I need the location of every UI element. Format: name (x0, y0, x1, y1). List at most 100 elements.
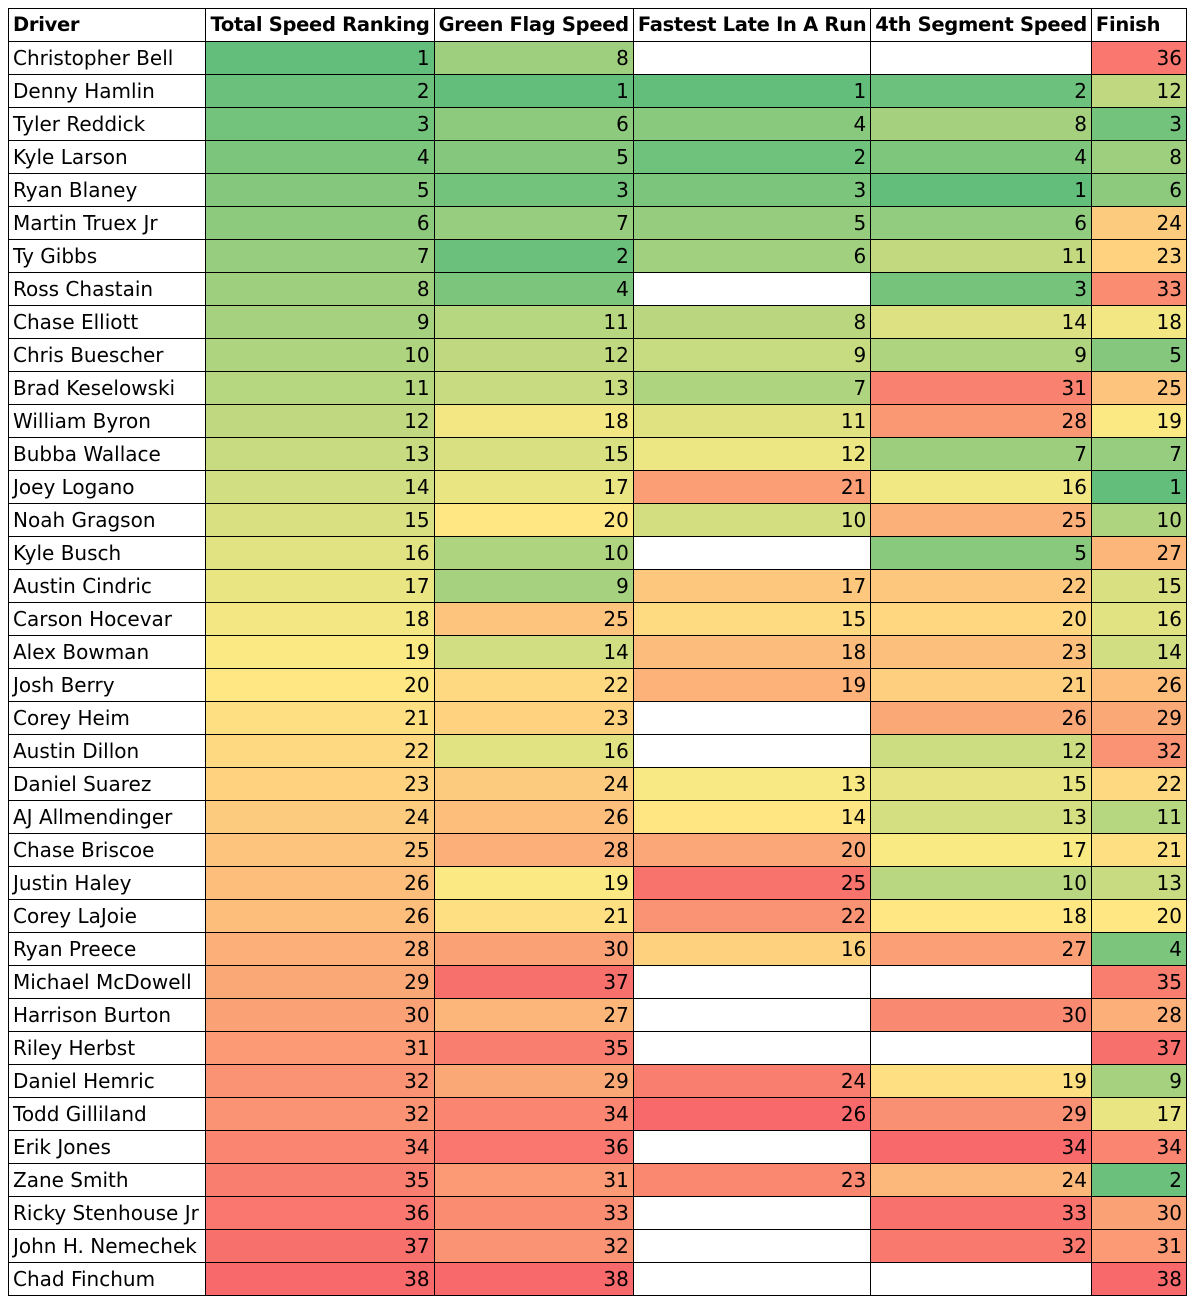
driver-name-cell[interactable]: Josh Berry (7, 668, 207, 702)
driver-name-cell[interactable]: Tyler Reddick (7, 107, 207, 141)
4th-segment-speed-cell[interactable]: 34 (870, 1130, 1092, 1164)
total-speed-ranking-cell[interactable]: 23 (205, 767, 435, 801)
driver-name-cell[interactable]: Martin Truex Jr (7, 206, 207, 240)
driver-name-cell[interactable]: Denny Hamlin (7, 74, 207, 108)
4th-segment-speed-cell[interactable]: 7 (870, 437, 1092, 471)
finish-cell[interactable]: 21 (1090, 833, 1187, 867)
4th-segment-speed-cell[interactable]: 25 (870, 503, 1092, 537)
finish-cell[interactable]: 34 (1090, 1130, 1187, 1164)
finish-cell[interactable]: 9 (1090, 1064, 1187, 1098)
total-speed-ranking-cell[interactable]: 35 (205, 1163, 435, 1197)
fastest-late-in-a-run-cell[interactable]: 7 (632, 371, 872, 405)
driver-name-cell[interactable]: Ryan Preece (7, 932, 207, 966)
4th-segment-speed-cell[interactable]: 6 (870, 206, 1092, 240)
total-speed-ranking-cell[interactable]: 19 (205, 635, 435, 669)
header-finish[interactable]: Finish (1090, 8, 1187, 42)
fastest-late-in-a-run-cell[interactable] (632, 272, 872, 306)
green-flag-speed-cell[interactable]: 32 (433, 1229, 634, 1263)
total-speed-ranking-cell[interactable]: 32 (205, 1097, 435, 1131)
green-flag-speed-cell[interactable]: 10 (433, 536, 634, 570)
driver-name-cell[interactable]: Justin Haley (7, 866, 207, 900)
4th-segment-speed-cell[interactable] (870, 1031, 1092, 1065)
green-flag-speed-cell[interactable]: 13 (433, 371, 634, 405)
total-speed-ranking-cell[interactable]: 8 (205, 272, 435, 306)
driver-name-cell[interactable]: John H. Nemechek (7, 1229, 207, 1263)
total-speed-ranking-cell[interactable]: 1 (205, 41, 435, 75)
fastest-late-in-a-run-cell[interactable]: 8 (632, 305, 872, 339)
fastest-late-in-a-run-cell[interactable]: 23 (632, 1163, 872, 1197)
finish-cell[interactable]: 2 (1090, 1163, 1187, 1197)
finish-cell[interactable]: 25 (1090, 371, 1187, 405)
finish-cell[interactable]: 17 (1090, 1097, 1187, 1131)
fastest-late-in-a-run-cell[interactable]: 20 (632, 833, 872, 867)
finish-cell[interactable]: 1 (1090, 470, 1187, 504)
green-flag-speed-cell[interactable]: 37 (433, 965, 634, 999)
total-speed-ranking-cell[interactable]: 32 (205, 1064, 435, 1098)
fastest-late-in-a-run-cell[interactable]: 5 (632, 206, 872, 240)
fastest-late-in-a-run-cell[interactable]: 26 (632, 1097, 872, 1131)
finish-cell[interactable]: 15 (1090, 569, 1187, 603)
green-flag-speed-cell[interactable]: 36 (433, 1130, 634, 1164)
finish-cell[interactable]: 36 (1090, 41, 1187, 75)
fastest-late-in-a-run-cell[interactable]: 24 (632, 1064, 872, 1098)
finish-cell[interactable]: 33 (1090, 272, 1187, 306)
finish-cell[interactable]: 38 (1090, 1262, 1187, 1296)
driver-name-cell[interactable]: Zane Smith (7, 1163, 207, 1197)
green-flag-speed-cell[interactable]: 11 (433, 305, 634, 339)
4th-segment-speed-cell[interactable]: 24 (870, 1163, 1092, 1197)
finish-cell[interactable]: 24 (1090, 206, 1187, 240)
finish-cell[interactable]: 26 (1090, 668, 1187, 702)
total-speed-ranking-cell[interactable]: 7 (205, 239, 435, 273)
4th-segment-speed-cell[interactable]: 30 (870, 998, 1092, 1032)
4th-segment-speed-cell[interactable]: 5 (870, 536, 1092, 570)
fastest-late-in-a-run-cell[interactable]: 14 (632, 800, 872, 834)
green-flag-speed-cell[interactable]: 7 (433, 206, 634, 240)
green-flag-speed-cell[interactable]: 5 (433, 140, 634, 174)
fastest-late-in-a-run-cell[interactable] (632, 701, 872, 735)
finish-cell[interactable]: 23 (1090, 239, 1187, 273)
finish-cell[interactable]: 5 (1090, 338, 1187, 372)
4th-segment-speed-cell[interactable]: 11 (870, 239, 1092, 273)
4th-segment-speed-cell[interactable]: 33 (870, 1196, 1092, 1230)
total-speed-ranking-cell[interactable]: 37 (205, 1229, 435, 1263)
finish-cell[interactable]: 22 (1090, 767, 1187, 801)
total-speed-ranking-cell[interactable]: 16 (205, 536, 435, 570)
fastest-late-in-a-run-cell[interactable]: 2 (632, 140, 872, 174)
finish-cell[interactable]: 31 (1090, 1229, 1187, 1263)
green-flag-speed-cell[interactable]: 15 (433, 437, 634, 471)
fastest-late-in-a-run-cell[interactable]: 13 (632, 767, 872, 801)
green-flag-speed-cell[interactable]: 3 (433, 173, 634, 207)
finish-cell[interactable]: 30 (1090, 1196, 1187, 1230)
fastest-late-in-a-run-cell[interactable] (632, 1031, 872, 1065)
green-flag-speed-cell[interactable]: 38 (433, 1262, 634, 1296)
total-speed-ranking-cell[interactable]: 21 (205, 701, 435, 735)
4th-segment-speed-cell[interactable]: 17 (870, 833, 1092, 867)
finish-cell[interactable]: 37 (1090, 1031, 1187, 1065)
fastest-late-in-a-run-cell[interactable]: 21 (632, 470, 872, 504)
total-speed-ranking-cell[interactable]: 11 (205, 371, 435, 405)
total-speed-ranking-cell[interactable]: 12 (205, 404, 435, 438)
finish-cell[interactable]: 35 (1090, 965, 1187, 999)
driver-name-cell[interactable]: Erik Jones (7, 1130, 207, 1164)
total-speed-ranking-cell[interactable]: 10 (205, 338, 435, 372)
driver-name-cell[interactable]: Ricky Stenhouse Jr (7, 1196, 207, 1230)
green-flag-speed-cell[interactable]: 20 (433, 503, 634, 537)
green-flag-speed-cell[interactable]: 27 (433, 998, 634, 1032)
finish-cell[interactable]: 7 (1090, 437, 1187, 471)
4th-segment-speed-cell[interactable]: 20 (870, 602, 1092, 636)
driver-name-cell[interactable]: Chase Elliott (7, 305, 207, 339)
driver-name-cell[interactable]: Chris Buescher (7, 338, 207, 372)
4th-segment-speed-cell[interactable]: 9 (870, 338, 1092, 372)
green-flag-speed-cell[interactable]: 4 (433, 272, 634, 306)
4th-segment-speed-cell[interactable]: 13 (870, 800, 1092, 834)
4th-segment-speed-cell[interactable]: 16 (870, 470, 1092, 504)
driver-name-cell[interactable]: Joey Logano (7, 470, 207, 504)
total-speed-ranking-cell[interactable]: 38 (205, 1262, 435, 1296)
driver-name-cell[interactable]: Noah Gragson (7, 503, 207, 537)
driver-name-cell[interactable]: William Byron (7, 404, 207, 438)
fastest-late-in-a-run-cell[interactable]: 6 (632, 239, 872, 273)
4th-segment-speed-cell[interactable]: 1 (870, 173, 1092, 207)
total-speed-ranking-cell[interactable]: 30 (205, 998, 435, 1032)
driver-name-cell[interactable]: Chad Finchum (7, 1262, 207, 1296)
total-speed-ranking-cell[interactable]: 9 (205, 305, 435, 339)
